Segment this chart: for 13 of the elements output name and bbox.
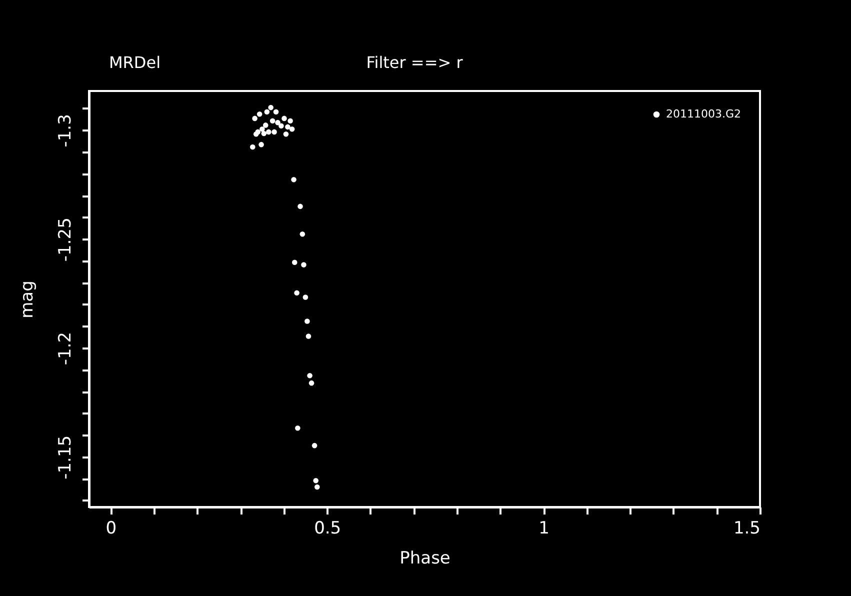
y-tick-label: -1.25 bbox=[56, 218, 76, 262]
x-axis-title: Phase bbox=[400, 548, 450, 568]
x-tick-label: 0 bbox=[106, 518, 117, 538]
y-tick-label: -1.2 bbox=[56, 332, 76, 366]
y-tick-label: -1.15 bbox=[56, 435, 76, 480]
chart-title: MRDel bbox=[109, 53, 161, 72]
legend-label: 20111003.G2 bbox=[666, 108, 742, 120]
x-tick-label: 1.5 bbox=[733, 518, 760, 538]
y-axis-title: mag bbox=[18, 280, 38, 318]
y-tick-label: -1.3 bbox=[56, 114, 76, 148]
x-tick-label: 1 bbox=[538, 518, 550, 538]
x-tick-label: 0.5 bbox=[314, 518, 342, 538]
chart-subtitle: Filter ==> r bbox=[366, 53, 464, 72]
